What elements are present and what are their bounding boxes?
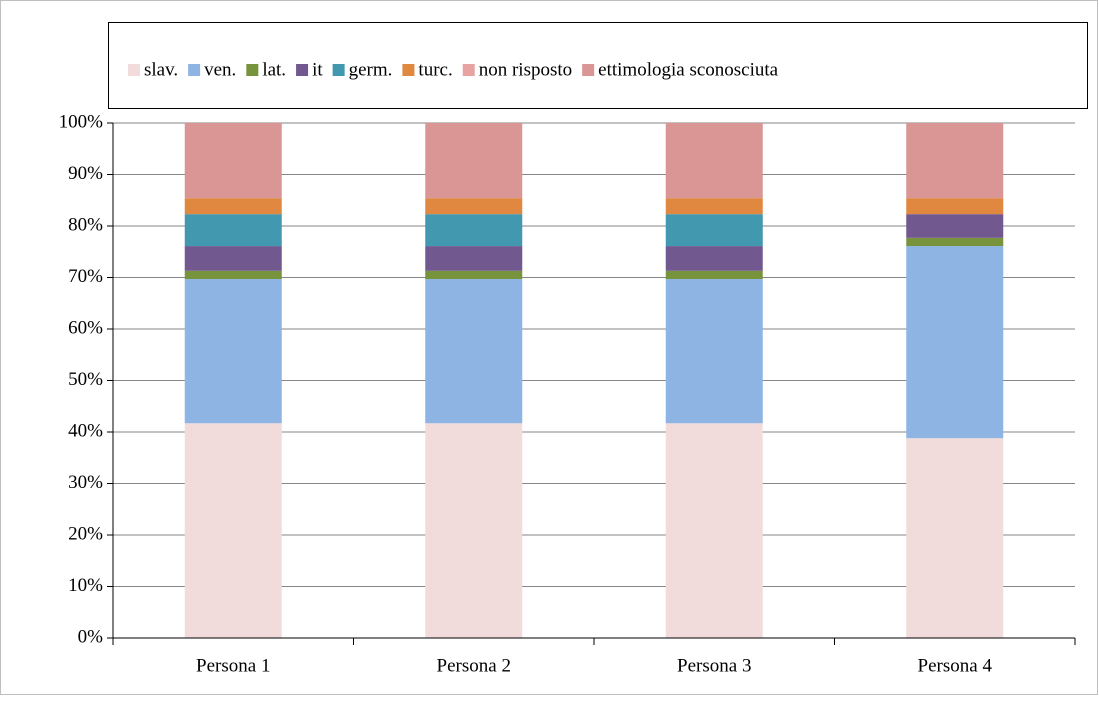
bar-segment: [906, 246, 1004, 439]
legend-swatch: [296, 64, 309, 76]
y-tick-label: 100%: [59, 111, 104, 132]
legend-label: slav.: [144, 59, 178, 80]
bar-segment: [425, 423, 523, 638]
bar-segment: [184, 198, 282, 215]
bar-segment: [665, 279, 763, 424]
bar-segment: [184, 423, 282, 638]
legend-label: it: [312, 59, 323, 80]
legend-swatch: [128, 64, 140, 76]
legend-swatch: [188, 64, 201, 76]
bar-segment: [906, 214, 1004, 238]
bar-segment: [184, 246, 282, 271]
bar-segment: [425, 214, 523, 247]
y-tick-label: 30%: [68, 472, 103, 493]
y-tick-label: 10%: [68, 575, 103, 596]
legend-box: [108, 22, 1088, 109]
bar-segment: [906, 123, 1004, 199]
bar-segment: [665, 123, 763, 199]
y-tick-label: 70%: [68, 266, 103, 287]
y-tick-label: 40%: [68, 420, 103, 441]
y-tick-label: 60%: [68, 317, 103, 338]
y-tick-label: 50%: [68, 369, 103, 390]
legend-label: ven.: [204, 59, 236, 80]
bar-segment: [665, 423, 763, 638]
x-tick-label: Persona 1: [196, 655, 270, 676]
bar-segment: [906, 438, 1004, 638]
bar-segment: [665, 246, 763, 271]
y-tick-label: 90%: [68, 163, 103, 184]
legend-swatch: [402, 64, 415, 76]
bar-segment: [665, 270, 763, 280]
bar-segment: [184, 123, 282, 199]
bar-segment: [425, 279, 523, 424]
bar-segment: [665, 198, 763, 215]
x-tick-label: Persona 2: [437, 655, 511, 676]
bar-segment: [184, 279, 282, 424]
legend-swatch: [246, 64, 259, 76]
bar-segment: [425, 246, 523, 271]
legend-swatch: [582, 64, 595, 76]
legend-label: ettimologia sconosciuta: [598, 59, 779, 80]
bar-segment: [184, 214, 282, 247]
legend-label: germ.: [349, 59, 393, 80]
legend-label: lat.: [262, 59, 286, 80]
bar-segment: [184, 270, 282, 280]
bar-segment: [906, 198, 1004, 215]
legend-label: turc.: [418, 59, 452, 80]
legend-swatch: [462, 64, 475, 76]
legend-swatch: [332, 64, 345, 76]
bar-segment: [906, 237, 1004, 247]
y-tick-label: 80%: [68, 214, 103, 235]
bar-segment: [425, 198, 523, 215]
bar-segment: [425, 123, 523, 199]
x-tick-label: Persona 4: [918, 655, 993, 676]
x-tick-label: Persona 3: [677, 655, 751, 676]
y-tick-label: 0%: [78, 626, 104, 647]
legend-label: non risposto: [479, 59, 572, 80]
y-tick-label: 20%: [68, 523, 103, 544]
bar-segment: [665, 214, 763, 247]
bar-segment: [425, 270, 523, 280]
